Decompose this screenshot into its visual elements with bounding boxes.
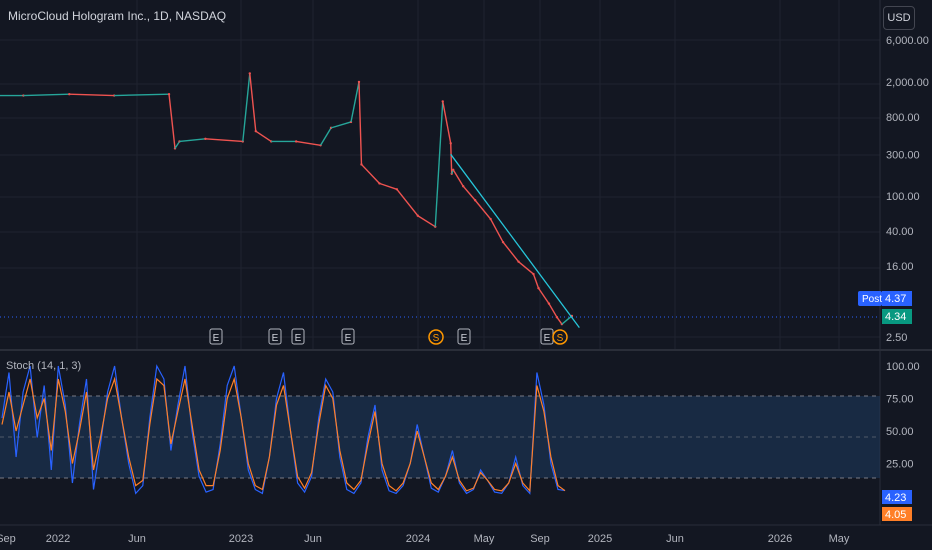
price-tick-label: 6,000.00 <box>886 35 929 47</box>
stoch-series <box>1 364 566 495</box>
price-segment <box>358 81 363 165</box>
price-segment <box>69 93 115 97</box>
price-segment <box>360 163 380 184</box>
earnings-marker-label: E <box>461 333 468 344</box>
time-tick-label: 2023 <box>229 533 253 545</box>
split-marker[interactable] <box>552 329 568 345</box>
earnings-marker[interactable] <box>209 328 223 345</box>
stoch-tick-label: 75.00 <box>886 394 914 406</box>
price-segment <box>168 94 176 149</box>
price-tick-label: 2.50 <box>886 332 907 344</box>
time-tick-label: 2026 <box>768 533 792 545</box>
stoch-tick-label: 100.00 <box>886 361 920 373</box>
earnings-marker-label: E <box>345 333 352 344</box>
earnings-marker[interactable] <box>268 328 282 345</box>
price-segment <box>379 182 398 190</box>
price-segment <box>518 261 534 275</box>
price-tick-label: 300.00 <box>886 149 920 161</box>
price-segment <box>548 303 558 318</box>
post-price: 4.37 <box>885 293 906 305</box>
stoch-line-d <box>1 376 566 493</box>
earnings-marker[interactable] <box>291 328 305 345</box>
stoch-axis: 100.00 75.00 50.00 25.00 <box>886 361 920 471</box>
price-segment <box>350 81 360 123</box>
price-segment <box>442 101 452 144</box>
stoch-tick-label: 50.00 <box>886 426 914 438</box>
price-tick-label: 800.00 <box>886 112 920 124</box>
price-segment <box>417 215 436 228</box>
stoch-line-k <box>1 364 566 495</box>
split-marker-label: S <box>433 333 440 344</box>
post-price-badge <box>882 291 912 306</box>
earnings-marker-label: E <box>272 333 279 344</box>
earnings-marker-label: E <box>544 333 551 344</box>
last-price: 4.34 <box>885 311 906 323</box>
stoch-tick-label: 25.00 <box>886 459 914 471</box>
price-segment <box>114 93 170 97</box>
split-marker[interactable] <box>428 329 444 345</box>
time-tick-label: Jun <box>666 533 684 545</box>
price-tick-label: 2,000.00 <box>886 77 929 89</box>
time-tick-label: Sep <box>0 533 16 545</box>
earnings-marker[interactable] <box>457 328 471 345</box>
stoch-d-value: 4.05 <box>885 509 906 521</box>
price-segment <box>255 130 272 143</box>
trendline[interactable] <box>450 153 580 328</box>
price-tick-label: 16.00 <box>886 261 914 273</box>
symbol-title: MicroCloud Hologram Inc., 1D, NASDAQ <box>8 9 227 23</box>
price-segment <box>452 169 464 187</box>
time-tick-label: 2024 <box>406 533 430 545</box>
price-segment <box>249 73 257 132</box>
price-segment <box>561 315 573 325</box>
price-segment <box>462 185 476 201</box>
price-segment <box>502 241 520 263</box>
price-segment <box>174 141 181 149</box>
time-tick-label: 2022 <box>46 533 70 545</box>
time-tick-label: May <box>829 533 850 545</box>
price-segment <box>396 188 419 217</box>
stoch-k-badge <box>882 490 912 504</box>
post-label-badge <box>858 291 882 306</box>
price-segment <box>532 273 540 289</box>
price-segment <box>205 138 243 143</box>
last-price-badge <box>882 309 912 324</box>
price-segment <box>489 218 504 243</box>
price-segment <box>319 127 332 146</box>
price-grid <box>0 0 880 350</box>
time-axis: Sep 2022 Jun 2023 Jun 2024 May Sep 2025 Jun 2026 Ma… <box>0 533 850 545</box>
time-tick-label: Jun <box>304 533 322 545</box>
price-segment <box>537 287 550 304</box>
split-marker-label: S <box>557 333 564 344</box>
price-segment <box>434 101 444 227</box>
price-segment <box>242 73 251 142</box>
price-segment <box>474 199 492 220</box>
earnings-marker[interactable] <box>341 328 355 345</box>
earnings-marker-label: E <box>213 333 220 344</box>
price-series <box>0 72 574 326</box>
earnings-marker-label: E <box>295 333 302 344</box>
indicator-title[interactable]: Stoch (14, 1, 3) <box>6 360 82 372</box>
price-segment <box>179 138 206 143</box>
currency-button[interactable]: USD <box>883 6 915 30</box>
time-tick-label: Sep <box>530 533 550 545</box>
price-tick-label: 100.00 <box>886 191 920 203</box>
time-tick-label: 2025 <box>588 533 612 545</box>
post-label: Post <box>862 294 882 305</box>
price-segment <box>330 121 352 129</box>
stoch-d-badge <box>882 507 912 521</box>
price-segment <box>23 93 70 97</box>
time-tick-label: May <box>474 533 495 545</box>
price-segment <box>296 140 321 146</box>
stoch-k-value: 4.23 <box>885 492 906 504</box>
time-tick-label: Jun <box>128 533 146 545</box>
price-segment <box>450 143 453 174</box>
price-segment <box>556 316 563 325</box>
price-axis: 6,000.00 2,000.00 800.00 300.00 100.00 40.00 1… <box>886 35 929 344</box>
price-tick-label: 40.00 <box>886 226 914 238</box>
